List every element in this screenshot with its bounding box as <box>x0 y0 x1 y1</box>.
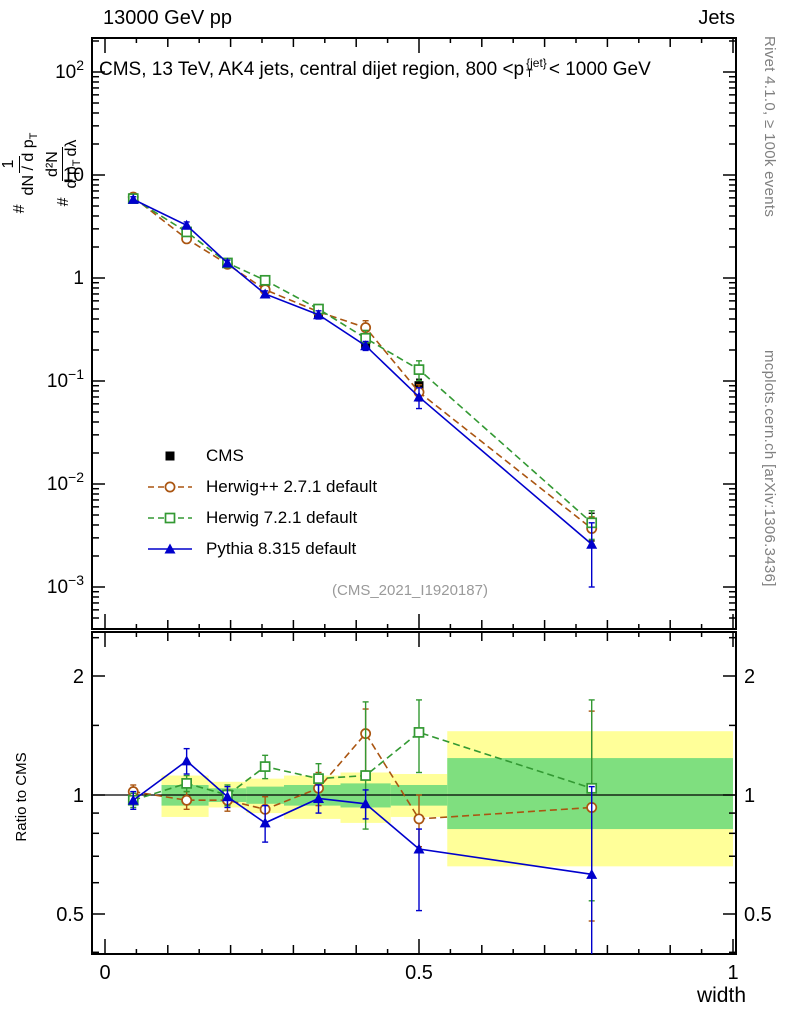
analysis-id-watermark: (CMS_2021_I1920187) <box>332 582 488 599</box>
plot-title: CMS, 13 TeV, AK4 jets, central dijet reg… <box>99 57 651 81</box>
ratio-frame <box>91 631 737 955</box>
pythia-marker-icon <box>148 543 192 553</box>
hash-symbol: # <box>11 204 29 214</box>
fraction-1: 1 dN / d pT <box>0 132 40 196</box>
fraction-2: d²N d pTdλ <box>43 139 84 189</box>
hash-symbol: # <box>54 197 72 207</box>
legend-item-herwig7: Herwig 7.2.1 default <box>146 502 377 533</box>
svg-text:10−3: 10−3 <box>47 572 84 598</box>
svg-text:102: 102 <box>55 57 84 83</box>
legend-label-pythia: Pythia 8.315 default <box>206 538 357 558</box>
legend-item-pythia: Pythia 8.315 default <box>146 533 377 564</box>
cms-marker-icon <box>165 451 175 460</box>
plot-title-subscript: T <box>526 68 533 80</box>
plot-title-superscript: {jet} <box>526 56 547 70</box>
plot-title-pre: CMS, 13 TeV, AK4 jets, central dijet reg… <box>99 58 525 80</box>
main-y-axis-label: # 1 dN / d pT # d²N d pTdλ <box>0 33 83 313</box>
plot-title-post: < 1000 GeV <box>548 58 651 80</box>
legend-label-herwigpp: Herwig++ 2.7.1 default <box>206 476 378 496</box>
legend: CMS Herwig++ 2.7.1 default Herwig 7.2.1 … <box>146 440 377 564</box>
ratio-y-axis-label: Ratio to CMS <box>13 752 30 842</box>
svg-text:10−1: 10−1 <box>47 366 84 392</box>
ratio-uncertainty-bands <box>161 731 733 867</box>
svg-text:0: 0 <box>99 962 110 984</box>
main-frame <box>91 37 737 630</box>
legend-item-cms: CMS <box>146 440 377 471</box>
svg-text:1: 1 <box>727 962 738 984</box>
svg-text:10−2: 10−2 <box>47 469 84 495</box>
legend-label-cms: CMS <box>206 445 244 465</box>
herwigpp-marker-icon <box>148 481 192 492</box>
svg-text:1: 1 <box>73 785 84 807</box>
svg-text:0.5: 0.5 <box>56 904 84 926</box>
svg-text:1: 1 <box>73 268 84 289</box>
svg-text:10: 10 <box>63 165 84 186</box>
legend-item-herwigpp: Herwig++ 2.7.1 default <box>146 471 377 502</box>
tick-labels: 102 10 1 10−1 10−2 10−3 0.5 0.5 1 1 2 2 0 0.5 1 <box>47 57 772 984</box>
mcplots-credit-label: mcplots.cern.ch [arXiv:1306.3436] <box>761 350 778 587</box>
svg-text:0.5: 0.5 <box>744 904 772 926</box>
axis-ticks <box>92 38 736 954</box>
svg-text:2: 2 <box>73 666 84 688</box>
rivet-version-label: Rivet 4.1.0, ≥ 100k events <box>761 36 778 218</box>
analysis-group-label: Jets <box>698 7 735 29</box>
y-label-line-2: # d²N d pTdλ <box>43 33 84 313</box>
beam-energy-label: 13000 GeV pp <box>103 7 232 29</box>
plot-title-pt-script: {jet} T <box>526 57 547 80</box>
series <box>127 193 598 588</box>
series <box>127 747 598 954</box>
y-label-line-1: # 1 dN / d pT <box>0 33 40 313</box>
herwig7-marker-icon <box>148 512 192 523</box>
svg-text:0.5: 0.5 <box>405 962 433 984</box>
svg-text:1: 1 <box>744 785 755 807</box>
x-axis-label: width <box>696 984 746 1007</box>
svg-text:2: 2 <box>744 666 755 688</box>
legend-label-herwig7: Herwig 7.2.1 default <box>206 507 358 527</box>
